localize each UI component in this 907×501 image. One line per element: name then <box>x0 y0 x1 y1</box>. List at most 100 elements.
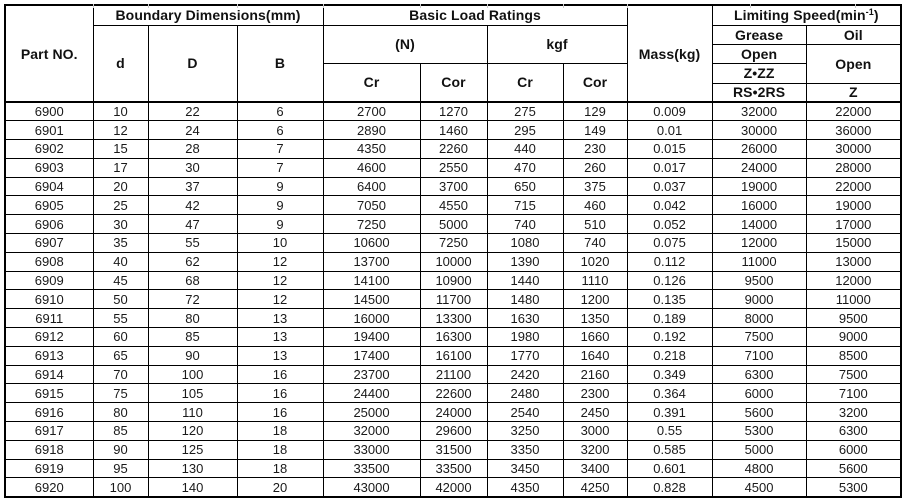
cell-oil-speed: 22000 <box>805 176 902 197</box>
col-header-grease: Grease <box>711 24 807 45</box>
col-header-cr-kgf: Cr <box>486 62 564 103</box>
cell-part-no: 6903 <box>4 157 94 178</box>
table-row: 6910 50 72 12 14500 11700 1480 1200 0.135 9000 110… <box>4 289 902 310</box>
cell-d: 65 <box>92 345 149 366</box>
cell-d: 100 <box>92 477 149 498</box>
header-oil-open: Open <box>805 43 902 84</box>
cell-d: 90 <box>92 439 149 460</box>
table-row: 6909 45 68 12 14100 10900 1440 1110 0.126 9500 120… <box>4 270 902 291</box>
cell-part-no: 6904 <box>4 176 94 197</box>
cell-B: 18 <box>236 439 324 460</box>
col-header-D: D <box>147 24 238 103</box>
cell-cor-n: 13300 <box>419 308 488 329</box>
cell-mass: 0.01 <box>626 120 713 141</box>
cell-grease-speed: 6300 <box>711 364 807 385</box>
cell-D: 47 <box>147 214 238 235</box>
cell-cr-n: 17400 <box>322 345 421 366</box>
cell-cor-n: 24000 <box>419 402 488 423</box>
cell-part-no: 6900 <box>4 101 94 122</box>
cell-oil-speed: 19000 <box>805 195 902 216</box>
col-header-cor-kgf: Cor <box>562 62 628 103</box>
cell-d: 25 <box>92 195 149 216</box>
cell-B: 13 <box>236 327 324 347</box>
cell-d: 12 <box>92 120 149 141</box>
gridline-stub <box>237 4 238 8</box>
cell-cr-n: 7050 <box>322 195 421 216</box>
cell-D: 55 <box>147 233 238 253</box>
cell-grease-speed: 7100 <box>711 345 807 366</box>
cell-cr-n: 24400 <box>322 383 421 404</box>
cell-cor-n: 1270 <box>419 101 488 122</box>
cell-mass: 0.037 <box>626 176 713 197</box>
cell-cr-kgf: 650 <box>486 176 564 197</box>
cell-B: 18 <box>236 421 324 441</box>
cell-cor-n: 42000 <box>419 477 488 498</box>
cell-grease-speed: 12000 <box>711 233 807 253</box>
cell-cr-kgf: 470 <box>486 157 564 178</box>
cell-cor-n: 10000 <box>419 251 488 272</box>
table-row: 6908 40 62 12 13700 10000 1390 1020 0.112 11000 13… <box>4 251 902 272</box>
cell-mass: 0.017 <box>626 157 713 178</box>
cell-part-no: 6917 <box>4 421 94 441</box>
table-row: 6906 30 47 9 7250 5000 740 510 0.052 14000 17000 <box>4 214 902 235</box>
cell-oil-speed: 7500 <box>805 364 902 385</box>
cell-D: 68 <box>147 270 238 291</box>
cell-part-no: 6905 <box>4 195 94 216</box>
cell-D: 100 <box>147 364 238 385</box>
cell-d: 45 <box>92 270 149 291</box>
cell-grease-speed: 9000 <box>711 289 807 310</box>
cell-mass: 0.218 <box>626 345 713 366</box>
cell-cr-kgf: 715 <box>486 195 564 216</box>
cell-B: 7 <box>236 139 324 159</box>
table-row: 6913 65 90 13 17400 16100 1770 1640 0.218 7100 850… <box>4 345 902 366</box>
header-row-cr-cor: Cr Cor Cr Cor Z•ZZ <box>5 62 901 103</box>
cell-part-no: 6902 <box>4 139 94 159</box>
cell-mass: 0.126 <box>626 270 713 291</box>
cell-d: 70 <box>92 364 149 385</box>
cell-cor-kgf: 1350 <box>562 308 628 329</box>
gridline-stub <box>563 4 564 8</box>
cell-cor-kgf: 230 <box>562 139 628 159</box>
cell-mass: 0.009 <box>626 101 713 122</box>
table-row: 6915 75 105 16 24400 22600 2480 2300 0.364 6000 71… <box>4 383 902 404</box>
cell-d: 10 <box>92 101 149 122</box>
cell-d: 35 <box>92 233 149 253</box>
cell-cr-kgf: 3250 <box>486 421 564 441</box>
cell-D: 30 <box>147 157 238 178</box>
cell-mass: 0.364 <box>626 383 713 404</box>
cell-D: 85 <box>147 327 238 347</box>
cell-cor-n: 2260 <box>419 139 488 159</box>
cell-cor-n: 4550 <box>419 195 488 216</box>
cell-d: 75 <box>92 383 149 404</box>
cell-cr-kgf: 1080 <box>486 233 564 253</box>
cell-part-no: 6910 <box>4 289 94 310</box>
cell-cr-n: 6400 <box>322 176 421 197</box>
cell-grease-speed: 7500 <box>711 327 807 347</box>
cell-D: 28 <box>147 139 238 159</box>
cell-mass: 0.349 <box>626 364 713 385</box>
cell-cr-kgf: 1630 <box>486 308 564 329</box>
cell-cor-kgf: 3400 <box>562 458 628 479</box>
header-grease-zzz: Z•ZZ <box>711 62 807 84</box>
cell-D: 37 <box>147 176 238 197</box>
cell-part-no: 6920 <box>4 477 94 498</box>
cell-cr-n: 32000 <box>322 421 421 441</box>
cell-grease-speed: 16000 <box>711 195 807 216</box>
cell-cr-kgf: 1980 <box>486 327 564 347</box>
cell-cor-n: 10900 <box>419 270 488 291</box>
cell-grease-speed: 4500 <box>711 477 807 498</box>
cell-oil-speed: 9500 <box>805 308 902 329</box>
cell-oil-speed: 8500 <box>805 345 902 366</box>
cell-grease-speed: 24000 <box>711 157 807 178</box>
table-row: 6914 70 100 16 23700 21100 2420 2160 0.349 6300 75… <box>4 364 902 385</box>
cell-grease-speed: 4800 <box>711 458 807 479</box>
cell-oil-speed: 5600 <box>805 458 902 479</box>
gridline-stub <box>750 4 751 8</box>
cell-oil-speed: 30000 <box>805 139 902 159</box>
cell-cr-n: 23700 <box>322 364 421 385</box>
cell-grease-speed: 9500 <box>711 270 807 291</box>
cell-D: 140 <box>147 477 238 498</box>
cell-cr-n: 25000 <box>322 402 421 423</box>
cell-d: 40 <box>92 251 149 272</box>
cell-grease-speed: 30000 <box>711 120 807 141</box>
